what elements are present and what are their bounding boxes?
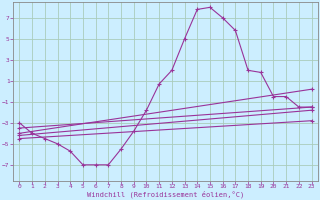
X-axis label: Windchill (Refroidissement éolien,°C): Windchill (Refroidissement éolien,°C): [87, 190, 244, 198]
